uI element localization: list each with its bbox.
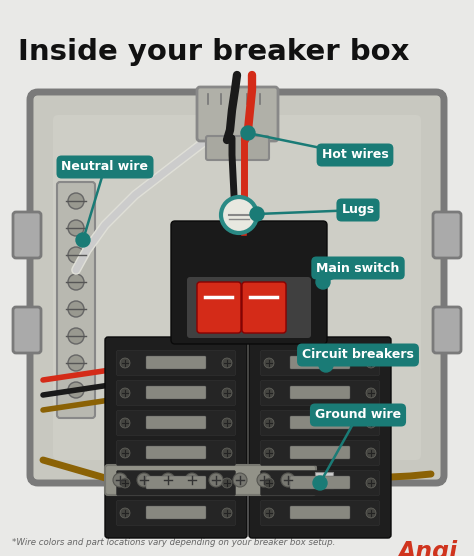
Circle shape [137, 473, 151, 487]
Text: Ground wire: Ground wire [315, 409, 401, 421]
FancyBboxPatch shape [315, 472, 333, 488]
Circle shape [68, 220, 84, 236]
Circle shape [264, 478, 274, 488]
Circle shape [366, 358, 376, 368]
Text: Lugs: Lugs [341, 203, 374, 216]
Circle shape [222, 478, 232, 488]
Circle shape [161, 473, 175, 487]
FancyBboxPatch shape [146, 386, 206, 399]
Circle shape [68, 355, 84, 371]
FancyBboxPatch shape [261, 470, 380, 495]
Circle shape [68, 247, 84, 263]
FancyBboxPatch shape [242, 282, 286, 333]
Circle shape [264, 418, 274, 428]
Circle shape [250, 207, 264, 221]
Circle shape [68, 274, 84, 290]
FancyBboxPatch shape [197, 87, 278, 141]
Circle shape [257, 473, 271, 487]
Circle shape [113, 473, 127, 487]
FancyBboxPatch shape [290, 356, 350, 369]
Circle shape [68, 328, 84, 344]
Circle shape [222, 388, 232, 398]
FancyBboxPatch shape [117, 410, 236, 435]
FancyBboxPatch shape [261, 410, 380, 435]
FancyBboxPatch shape [197, 282, 241, 333]
Circle shape [120, 358, 130, 368]
Circle shape [120, 388, 130, 398]
Circle shape [209, 473, 223, 487]
Circle shape [68, 382, 84, 398]
Circle shape [316, 275, 330, 289]
FancyBboxPatch shape [117, 440, 236, 465]
FancyBboxPatch shape [53, 115, 421, 460]
Circle shape [366, 478, 376, 488]
Circle shape [264, 358, 274, 368]
FancyBboxPatch shape [290, 386, 350, 399]
FancyBboxPatch shape [206, 136, 269, 160]
FancyBboxPatch shape [117, 350, 236, 375]
Text: *Wire colors and part locations vary depending on your breaker box setup.: *Wire colors and part locations vary dep… [12, 538, 336, 547]
FancyBboxPatch shape [146, 476, 206, 489]
Circle shape [68, 193, 84, 209]
Circle shape [76, 233, 90, 247]
FancyBboxPatch shape [105, 337, 247, 538]
Circle shape [120, 508, 130, 518]
Circle shape [120, 418, 130, 428]
FancyBboxPatch shape [146, 416, 206, 429]
FancyBboxPatch shape [117, 380, 236, 405]
FancyBboxPatch shape [433, 212, 461, 258]
Circle shape [68, 301, 84, 317]
FancyBboxPatch shape [30, 92, 444, 483]
Circle shape [233, 473, 247, 487]
FancyBboxPatch shape [13, 307, 41, 353]
Text: Neutral wire: Neutral wire [62, 161, 148, 173]
Circle shape [366, 388, 376, 398]
FancyBboxPatch shape [261, 440, 380, 465]
Text: Circuit breakers: Circuit breakers [302, 349, 414, 361]
Circle shape [222, 358, 232, 368]
Circle shape [281, 473, 295, 487]
FancyBboxPatch shape [261, 350, 380, 375]
Circle shape [264, 448, 274, 458]
Circle shape [241, 126, 255, 140]
Circle shape [222, 448, 232, 458]
Circle shape [120, 478, 130, 488]
FancyBboxPatch shape [146, 446, 206, 459]
FancyBboxPatch shape [187, 277, 311, 338]
Circle shape [366, 448, 376, 458]
Text: Angi: Angi [398, 540, 458, 556]
Circle shape [366, 508, 376, 518]
FancyBboxPatch shape [105, 465, 316, 495]
FancyBboxPatch shape [117, 500, 236, 525]
FancyBboxPatch shape [290, 416, 350, 429]
FancyBboxPatch shape [261, 500, 380, 525]
Circle shape [185, 473, 199, 487]
Circle shape [313, 476, 327, 490]
FancyBboxPatch shape [13, 212, 41, 258]
Circle shape [221, 197, 257, 233]
Text: Inside your breaker box: Inside your breaker box [18, 38, 410, 66]
FancyBboxPatch shape [171, 221, 327, 344]
FancyBboxPatch shape [117, 470, 236, 495]
Circle shape [264, 508, 274, 518]
Circle shape [222, 508, 232, 518]
FancyBboxPatch shape [57, 182, 95, 418]
Circle shape [120, 448, 130, 458]
FancyBboxPatch shape [146, 506, 206, 519]
FancyBboxPatch shape [433, 307, 461, 353]
Circle shape [319, 358, 333, 372]
Text: Main switch: Main switch [316, 261, 400, 275]
FancyBboxPatch shape [290, 476, 350, 489]
Circle shape [264, 388, 274, 398]
FancyBboxPatch shape [146, 356, 206, 369]
FancyBboxPatch shape [290, 506, 350, 519]
FancyBboxPatch shape [261, 380, 380, 405]
Text: Hot wires: Hot wires [322, 148, 388, 161]
Circle shape [222, 418, 232, 428]
FancyBboxPatch shape [290, 446, 350, 459]
Circle shape [366, 418, 376, 428]
FancyBboxPatch shape [249, 337, 391, 538]
